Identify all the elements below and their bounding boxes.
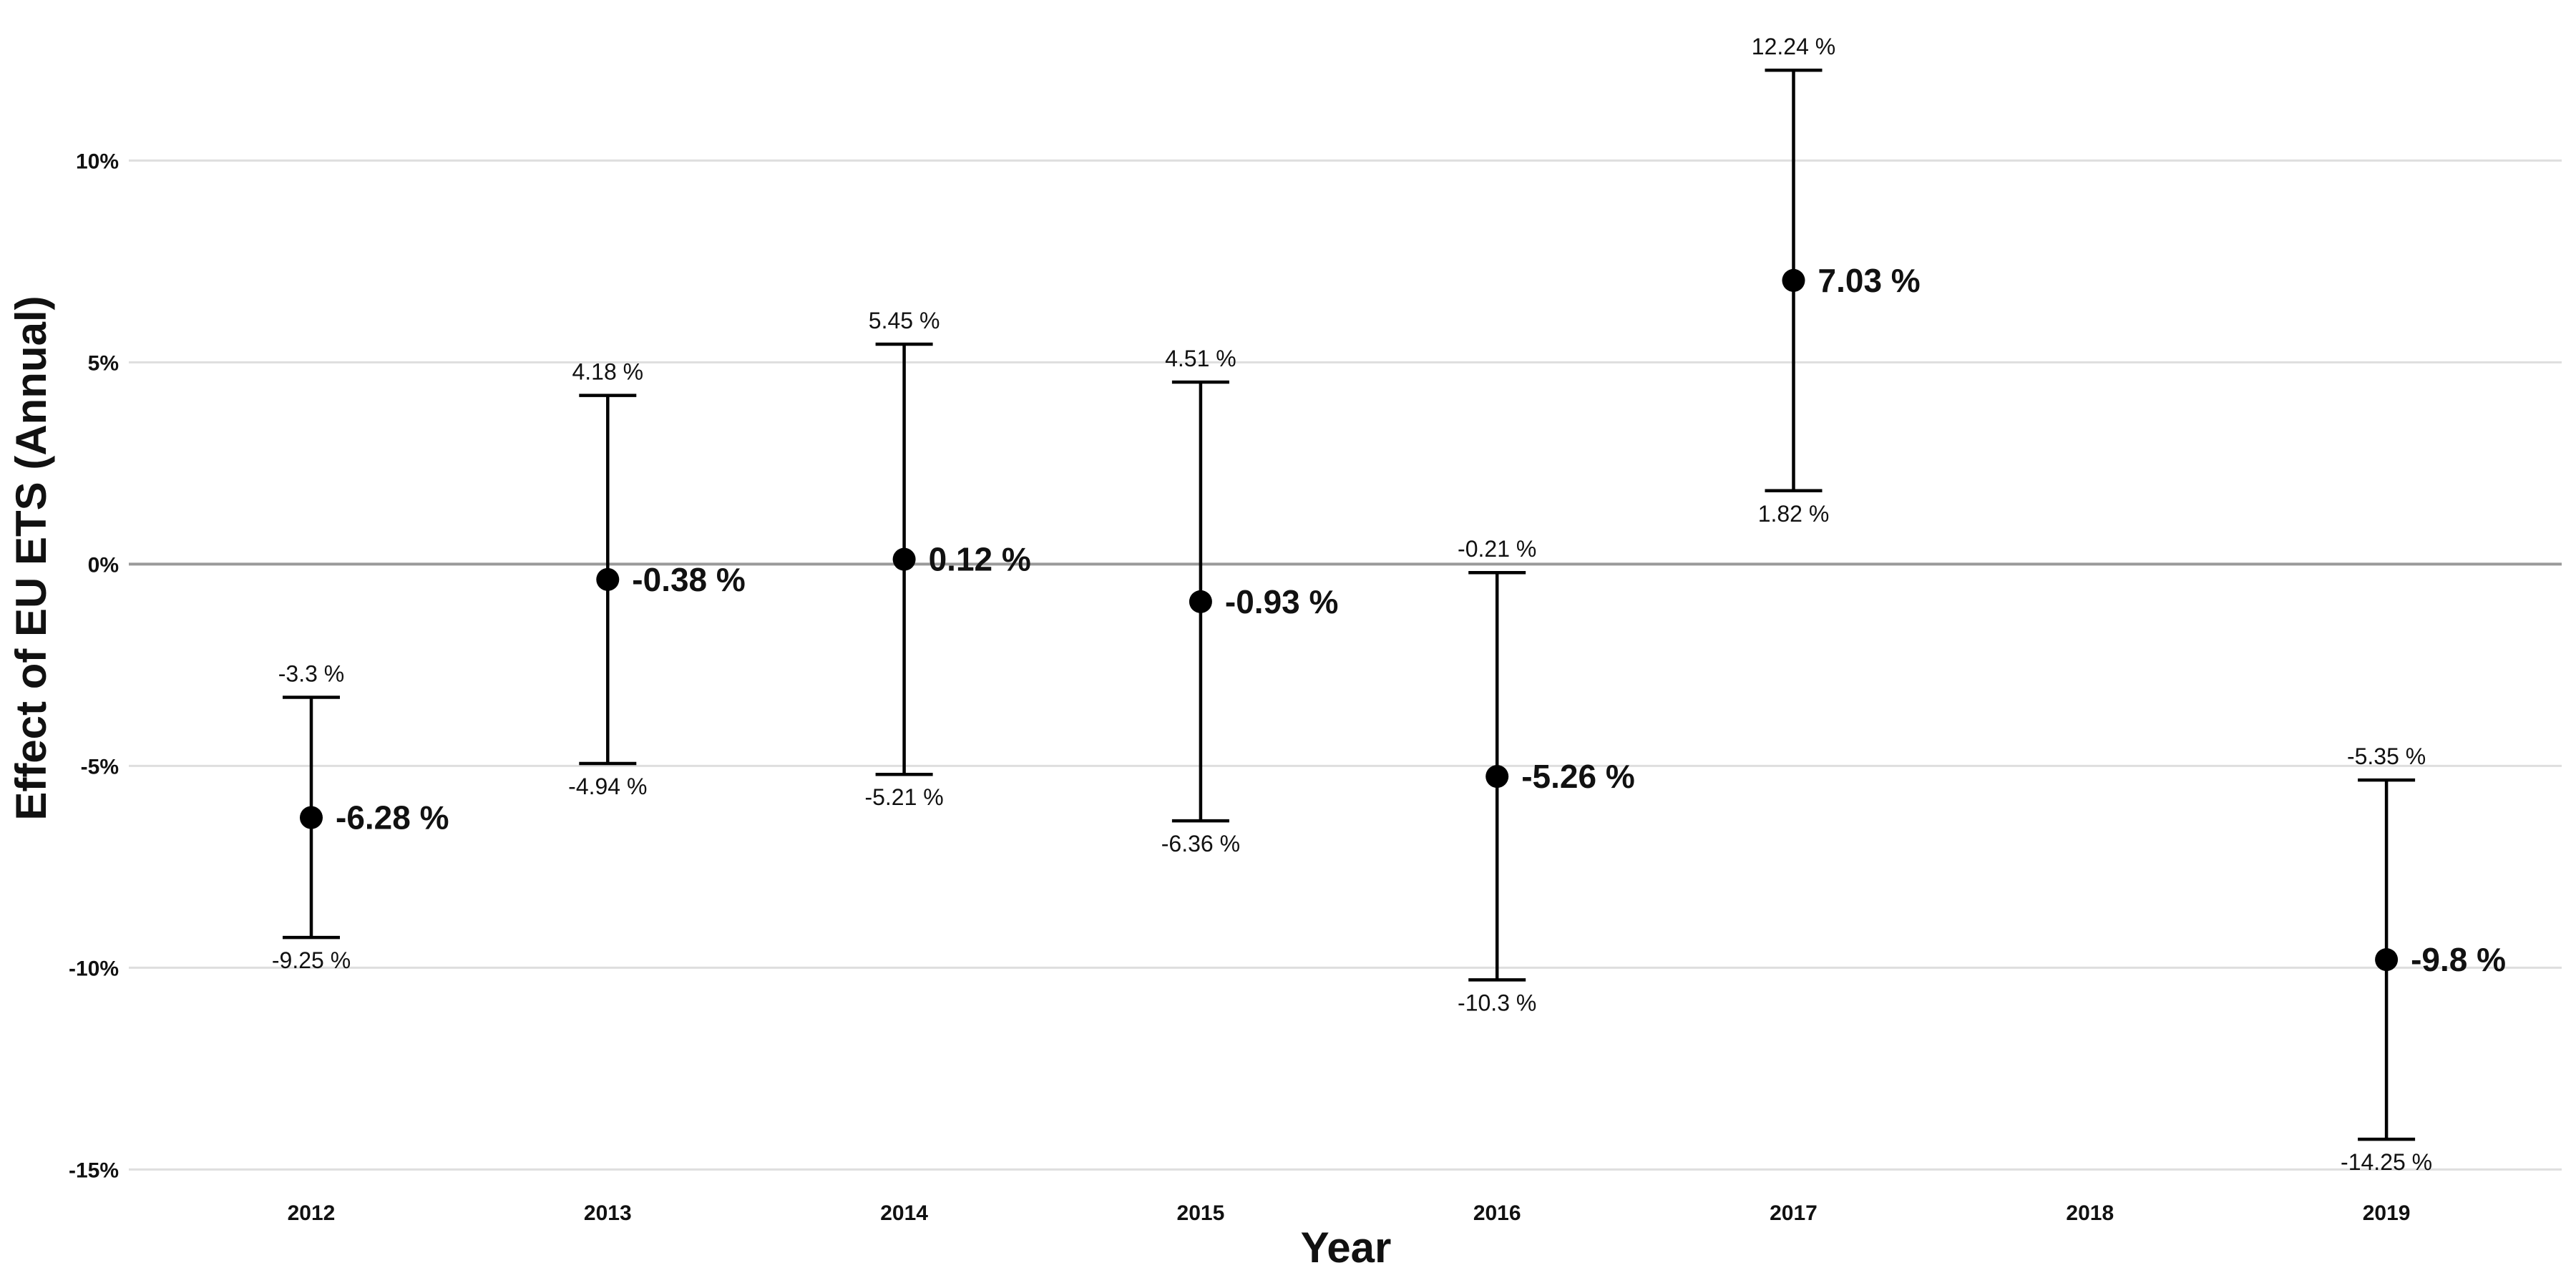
gridlines	[129, 159, 2562, 1171]
lower-bound-label: 1.82 %	[1758, 501, 1830, 527]
lower-bound-label: -4.94 %	[568, 774, 647, 799]
estimate-label: -0.38 %	[632, 561, 746, 598]
estimate-label: -5.26 %	[1521, 758, 1635, 795]
y-tick-label: 10%	[76, 150, 119, 173]
estimate-label: 0.12 %	[929, 541, 1031, 578]
error-bar-group: 5.45 % -5.21 % 0.12 %	[864, 308, 1030, 810]
lower-bound-label: -14.25 %	[2341, 1149, 2432, 1175]
x-tick-label: 2016	[1473, 1201, 1521, 1225]
error-bar-group: -5.35 % -14.25 % -9.8 %	[2341, 743, 2506, 1175]
y-axis-title: Effect of EU ETS (Annual)	[7, 296, 55, 820]
upper-bound-label: 12.24 %	[1752, 34, 1835, 59]
error-bar-group: 4.18 % -4.94 % -0.38 %	[568, 359, 746, 799]
x-axis-ticks: 2012 2013 2014 2015 2016 2017 2018 2019	[288, 1201, 2411, 1225]
upper-bound-label: 4.51 %	[1165, 346, 1236, 371]
x-tick-label: 2015	[1177, 1201, 1225, 1225]
estimates-series: -3.3 % -9.25 % -6.28 % 4.18 % -4.94 % -0.38 %…	[272, 34, 2506, 1175]
lower-bound-label: -10.3 %	[1458, 990, 1536, 1015]
x-axis-title: Year	[1301, 1224, 1392, 1272]
error-bar-group: -0.21 % -10.3 % -5.26 %	[1458, 536, 1635, 1015]
upper-bound-label: -0.21 %	[1458, 536, 1536, 562]
upper-bound-label: 5.45 %	[869, 308, 940, 333]
y-tick-label: -5%	[81, 755, 119, 779]
y-tick-label: -15%	[69, 1158, 119, 1182]
error-bar-group: 4.51 % -6.36 % -0.93 %	[1161, 346, 1339, 857]
y-axis-ticks: 10% 5% 0% -5% -10% -15%	[69, 150, 119, 1182]
estimate-label: 7.03 %	[1818, 262, 1921, 299]
x-tick-label: 2014	[880, 1201, 928, 1225]
estimate-point	[2375, 948, 2399, 972]
estimate-point	[300, 806, 323, 829]
lower-bound-label: -9.25 %	[272, 947, 351, 973]
x-tick-label: 2017	[1770, 1201, 1818, 1225]
estimate-point	[892, 547, 916, 571]
y-tick-label: 5%	[88, 351, 119, 375]
estimate-point	[1189, 590, 1212, 613]
estimate-point	[1782, 268, 1805, 292]
estimate-point	[596, 567, 620, 591]
error-bar-group: 12.24 % 1.82 % 7.03 %	[1752, 34, 1921, 527]
y-tick-label: 0%	[88, 553, 119, 577]
x-tick-label: 2018	[2066, 1201, 2114, 1225]
lower-bound-label: -5.21 %	[864, 784, 943, 810]
x-tick-label: 2012	[288, 1201, 336, 1225]
y-tick-label: -10%	[69, 957, 119, 980]
estimate-label: -9.8 %	[2411, 941, 2506, 978]
lower-bound-label: -6.36 %	[1161, 831, 1240, 857]
estimate-point	[1485, 765, 1509, 789]
upper-bound-label: -3.3 %	[278, 661, 344, 687]
upper-bound-label: 4.18 %	[572, 359, 643, 385]
estimate-label: -0.93 %	[1225, 583, 1339, 620]
error-bar-group: -3.3 % -9.25 % -6.28 %	[272, 661, 449, 974]
x-tick-label: 2013	[584, 1201, 632, 1225]
upper-bound-label: -5.35 %	[2347, 743, 2426, 769]
x-tick-label: 2019	[2363, 1201, 2411, 1225]
estimate-label: -6.28 %	[336, 799, 449, 836]
